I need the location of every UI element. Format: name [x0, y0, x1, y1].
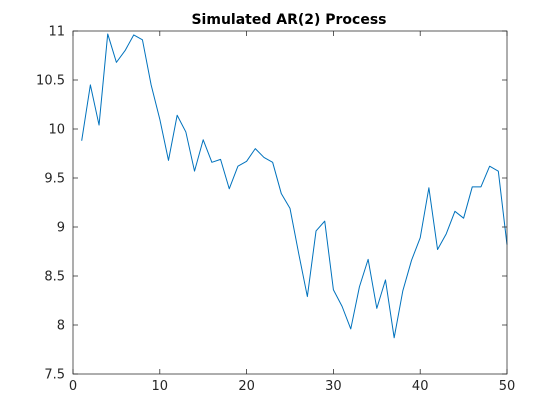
series-line-1 — [81, 33, 508, 339]
axes-layer — [72, 30, 508, 375]
x-tick-label: 10 — [152, 379, 169, 394]
y-tick-label: 10.5 — [36, 74, 65, 89]
x-tick-label: 50 — [499, 379, 516, 394]
y-tick-label: 10 — [48, 123, 65, 138]
y-tick-label: 8.5 — [44, 270, 65, 285]
x-tick-label: 30 — [325, 379, 342, 394]
y-tick-label: 11 — [48, 25, 65, 40]
x-tick-label: 20 — [238, 379, 255, 394]
y-tick-label: 9.5 — [44, 172, 65, 187]
x-tick-label: 0 — [69, 379, 77, 394]
axes-box — [72, 30, 508, 375]
x-tick-label: 40 — [412, 379, 429, 394]
ticks-layer: 0 10 20 30 40 50 7.5 8 8.5 9 9.5 10 10.5 11 — [36, 25, 515, 395]
plot-area — [73, 31, 507, 374]
y-tick-label: 8 — [57, 319, 65, 334]
series-layer — [81, 33, 508, 339]
y-tick-label: 7.5 — [44, 368, 65, 383]
chart-title: Simulated AR(2) Process — [191, 12, 386, 28]
y-tick-label: 9 — [57, 221, 65, 236]
